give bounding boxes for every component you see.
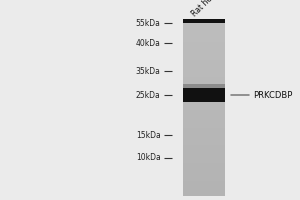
Bar (183, 22, 225, 25)
Bar (183, 156, 225, 159)
Bar (183, 137, 225, 139)
Bar (183, 77, 225, 80)
Bar (183, 95, 225, 97)
Bar (183, 104, 225, 106)
Bar (183, 150, 225, 152)
Bar (183, 148, 225, 150)
Bar (183, 170, 225, 172)
Bar (183, 38, 225, 40)
Bar (183, 53, 225, 56)
Bar (183, 35, 225, 38)
Bar (183, 20, 225, 23)
Bar (183, 73, 225, 75)
Bar (183, 62, 225, 64)
Bar (183, 134, 225, 137)
Bar (183, 19, 225, 23)
Bar (183, 33, 225, 36)
Bar (183, 141, 225, 144)
Bar (183, 161, 225, 163)
Bar (183, 42, 225, 45)
Bar (183, 86, 225, 89)
Bar (183, 88, 225, 91)
Text: 25kDa: 25kDa (136, 90, 160, 99)
Bar (183, 189, 225, 192)
Text: 35kDa: 35kDa (136, 66, 160, 75)
Text: 15kDa: 15kDa (136, 131, 160, 140)
Bar (183, 49, 225, 51)
Bar (183, 130, 225, 133)
Bar (183, 132, 225, 135)
Bar (183, 44, 225, 47)
Text: 40kDa: 40kDa (136, 38, 160, 47)
Bar (183, 154, 225, 157)
Bar (183, 192, 225, 194)
Bar (183, 60, 225, 62)
Text: 55kDa: 55kDa (136, 19, 160, 27)
Bar (183, 46, 225, 49)
Bar (183, 27, 225, 29)
Bar (183, 172, 225, 174)
Bar (183, 152, 225, 155)
Bar (183, 112, 225, 115)
Bar (183, 82, 225, 84)
Bar (183, 163, 225, 166)
Bar (183, 165, 225, 168)
Bar (183, 167, 225, 170)
Bar (183, 185, 225, 188)
Bar (183, 187, 225, 190)
Bar (183, 108, 225, 111)
Bar (183, 29, 225, 31)
Bar (183, 106, 225, 108)
Bar (183, 64, 225, 67)
Bar (183, 79, 225, 82)
Bar (183, 178, 225, 181)
Bar (183, 115, 225, 117)
Bar (183, 55, 225, 58)
Bar (183, 139, 225, 141)
Bar (183, 68, 225, 71)
Bar (183, 84, 225, 86)
Bar (183, 90, 225, 93)
Text: Rat heart: Rat heart (190, 0, 222, 18)
Text: PRKCDBP: PRKCDBP (254, 90, 293, 99)
Bar (183, 121, 225, 124)
Bar (183, 119, 225, 122)
Bar (183, 57, 225, 60)
Bar (183, 143, 225, 146)
Bar (183, 97, 225, 100)
Bar (183, 110, 225, 113)
Bar (183, 145, 225, 148)
Bar (183, 71, 225, 73)
Bar (183, 174, 225, 177)
Bar (183, 88, 225, 102)
Bar (183, 101, 225, 104)
Bar (183, 181, 225, 183)
Bar (183, 93, 225, 95)
Bar (183, 66, 225, 69)
Bar (183, 24, 225, 27)
Bar (183, 84, 225, 88)
Bar (183, 99, 225, 102)
Bar (183, 123, 225, 126)
Bar (183, 126, 225, 128)
Bar (183, 75, 225, 78)
Bar (183, 117, 225, 119)
Text: 10kDa: 10kDa (136, 154, 160, 162)
Bar (183, 194, 225, 196)
Bar (183, 159, 225, 161)
Bar (183, 51, 225, 53)
Bar (183, 40, 225, 42)
Bar (183, 176, 225, 179)
Bar (183, 183, 225, 185)
Bar (183, 128, 225, 130)
Bar (183, 31, 225, 34)
